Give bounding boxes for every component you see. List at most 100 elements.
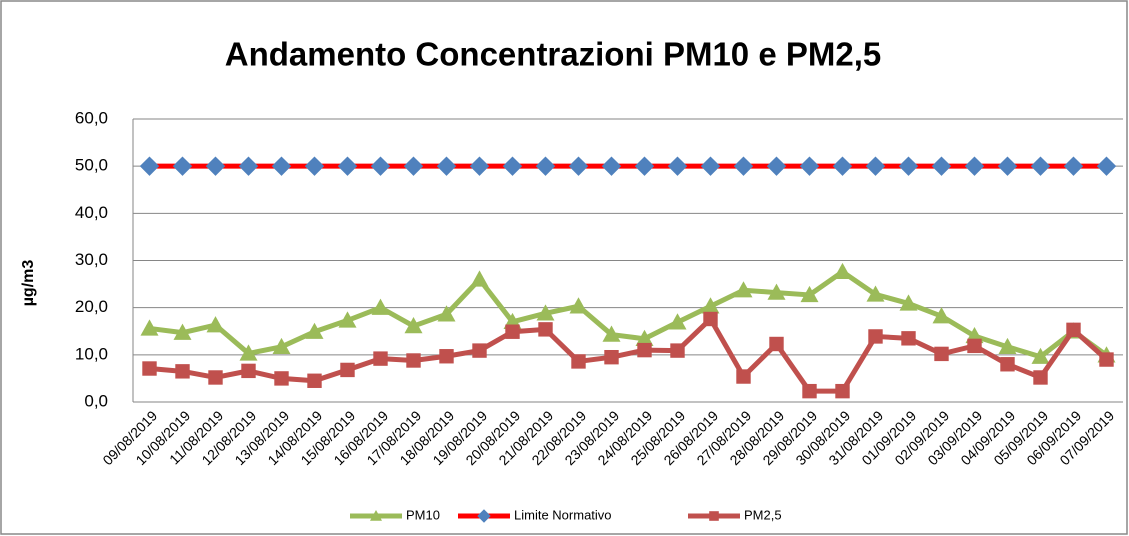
marker <box>239 344 258 361</box>
marker <box>208 370 223 385</box>
marker <box>901 331 916 346</box>
marker <box>934 346 949 362</box>
y-axis-label: µg/m3 <box>20 260 37 307</box>
marker <box>868 329 883 344</box>
marker <box>470 270 489 287</box>
marker <box>833 262 852 280</box>
marker <box>1030 156 1051 176</box>
marker <box>304 156 325 176</box>
marker <box>733 156 754 176</box>
marker <box>538 322 553 337</box>
marker <box>637 342 652 358</box>
y-tick-label: 60,0 <box>75 108 108 127</box>
marker <box>766 156 787 176</box>
marker <box>173 323 192 340</box>
chart-title: Andamento Concentrazioni PM10 e PM2,5 <box>225 36 881 73</box>
marker <box>866 285 885 302</box>
marker <box>769 336 784 352</box>
marker <box>568 156 589 176</box>
marker <box>667 156 688 176</box>
marker <box>898 156 919 176</box>
marker <box>670 343 685 358</box>
marker <box>800 285 819 303</box>
marker <box>1063 156 1084 176</box>
marker <box>238 156 259 176</box>
legend-label: Limite Normativo <box>514 507 612 522</box>
marker <box>139 156 160 176</box>
marker <box>767 283 786 300</box>
marker <box>241 363 256 379</box>
y-tick-label: 50,0 <box>75 156 108 175</box>
marker <box>703 311 718 327</box>
marker <box>337 156 358 176</box>
marker <box>406 353 421 368</box>
legend-label: PM2,5 <box>744 507 782 522</box>
marker <box>436 156 457 176</box>
marker <box>736 369 751 384</box>
legend-label: PM10 <box>406 507 440 522</box>
marker <box>536 304 555 321</box>
marker <box>709 511 719 521</box>
marker <box>998 337 1017 355</box>
y-tick-label: 20,0 <box>75 297 108 316</box>
marker <box>175 364 190 379</box>
marker <box>701 297 720 314</box>
marker <box>569 297 588 314</box>
marker <box>274 371 289 386</box>
marker <box>700 156 721 176</box>
marker <box>338 311 357 328</box>
marker <box>734 281 753 298</box>
marker <box>340 362 355 378</box>
marker <box>472 343 487 358</box>
marker <box>604 349 619 365</box>
marker <box>832 156 853 176</box>
marker <box>371 298 390 315</box>
marker <box>271 156 292 176</box>
marker <box>899 294 918 311</box>
marker <box>964 156 985 176</box>
marker <box>535 156 556 176</box>
marker <box>205 156 226 176</box>
marker <box>799 156 820 176</box>
marker <box>502 156 523 176</box>
marker <box>370 510 382 521</box>
marker <box>1066 322 1081 338</box>
marker <box>1000 357 1015 372</box>
marker <box>439 349 454 364</box>
marker <box>1031 347 1050 364</box>
marker <box>437 305 456 322</box>
marker <box>967 338 982 354</box>
marker <box>370 156 391 176</box>
marker <box>602 325 621 342</box>
marker <box>469 156 490 176</box>
marker <box>865 156 886 176</box>
marker <box>272 337 291 355</box>
marker <box>142 361 157 376</box>
marker <box>505 324 520 339</box>
marker <box>1096 156 1117 176</box>
marker <box>403 156 424 176</box>
marker <box>1033 370 1048 385</box>
marker <box>634 156 655 176</box>
marker <box>373 351 388 366</box>
y-tick-label: 0,0 <box>84 391 108 410</box>
marker <box>668 313 687 330</box>
y-tick-label: 10,0 <box>75 344 108 363</box>
marker <box>931 156 952 176</box>
marker <box>307 373 322 388</box>
marker <box>172 156 193 176</box>
marker <box>206 316 225 333</box>
marker <box>1099 352 1114 367</box>
marker <box>404 317 423 334</box>
marker <box>932 307 951 324</box>
marker <box>997 156 1018 176</box>
marker <box>601 156 622 176</box>
y-tick-label: 30,0 <box>75 250 108 269</box>
marker <box>635 329 654 346</box>
marker <box>140 319 159 336</box>
marker <box>802 383 817 399</box>
y-tick-label: 40,0 <box>75 203 108 222</box>
marker <box>305 322 324 339</box>
